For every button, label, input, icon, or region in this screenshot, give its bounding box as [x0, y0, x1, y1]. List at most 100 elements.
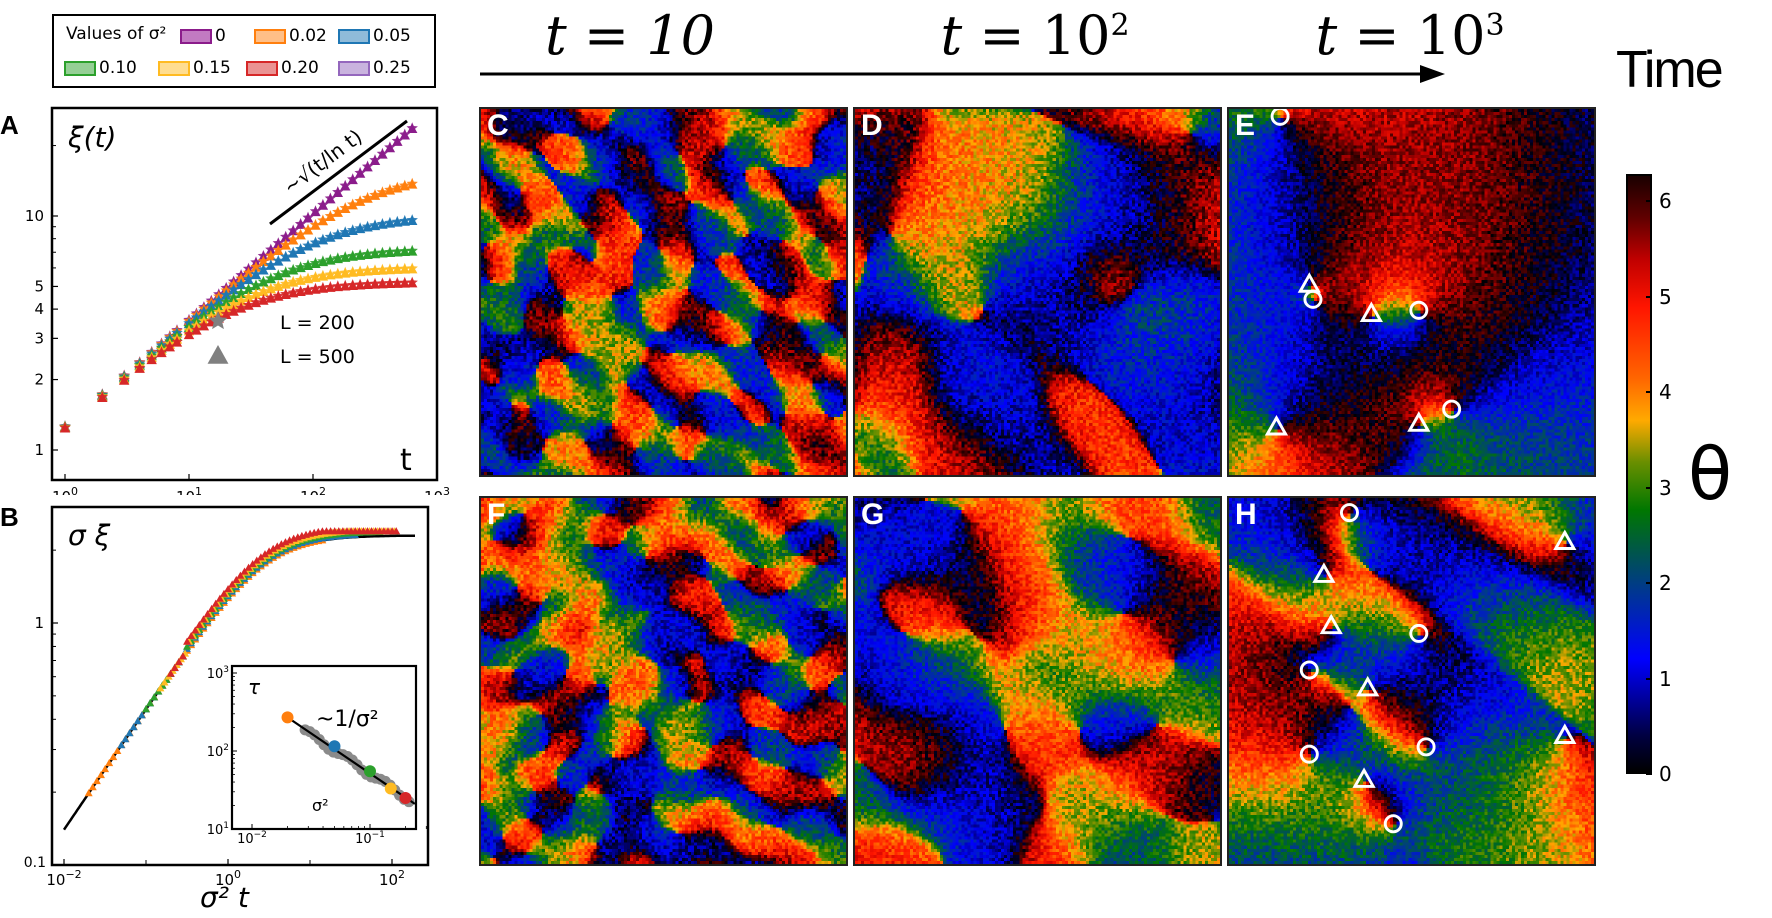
chart-b-ytick: 1 [34, 614, 44, 632]
inset-ytick: 103 [207, 665, 229, 682]
panel-letter-f: F [487, 498, 506, 531]
snapshot-panel-g: G [853, 496, 1222, 866]
chart-b-series-4 [166, 527, 401, 677]
colorbar-tick-mark [1646, 391, 1652, 394]
legend-swatch [158, 60, 190, 76]
colorbar-tick-mark [1646, 582, 1652, 584]
vortex-circle-marker [1409, 300, 1429, 320]
chart-a-xtick: 100 [52, 485, 78, 495]
chart-a-ytick: 1 [34, 441, 44, 459]
vortex-circle-marker [1442, 399, 1462, 419]
legend-swatch [338, 28, 370, 44]
snapshot-panel-d: D [853, 107, 1222, 477]
star-marker-icon [208, 311, 228, 330]
snapshot-panel-h: H [1227, 496, 1596, 866]
antivortex-triangle-marker [1312, 562, 1336, 583]
colorbar-tick-label: 5 [1659, 284, 1672, 309]
legend-entry-sigma-0: 0 [180, 26, 226, 46]
chart-b-title: σ ξ [68, 519, 111, 552]
chart-a-ytick: 3 [34, 329, 44, 347]
legend-entry-sigma-0-10: 0.10 [64, 58, 137, 78]
legend-swatch [338, 60, 370, 76]
snapshot-panel-f: F [479, 496, 848, 866]
legend-label: 0.02 [289, 26, 327, 46]
time-label-100: t = 102 [940, 4, 1130, 67]
inset-point [399, 791, 412, 804]
legend-entry-sigma-0-25: 0.25 [338, 58, 411, 78]
legend-title: Values of σ² [66, 24, 167, 44]
chart-a-ytick: 10 [25, 207, 44, 225]
colorbar-tick-label: 6 [1659, 189, 1672, 214]
legend-swatch [180, 28, 212, 44]
panel-letter-h: H [1235, 498, 1257, 531]
time-label-10: t = 10 [545, 4, 715, 67]
vortex-circle-marker [1416, 737, 1436, 757]
colorbar-tick-mark [1646, 295, 1652, 298]
legend-label: 0.10 [99, 58, 137, 78]
defect-markers-h [1299, 503, 1577, 834]
inset-ytick: 102 [207, 743, 229, 760]
vortex-circle-marker [1383, 814, 1403, 834]
chart-a-xtick: 102 [300, 485, 326, 495]
legend-label: 0.20 [281, 58, 319, 78]
chart-a-frame [50, 106, 439, 482]
chart-b-xtick: 102 [379, 868, 405, 889]
sigma-legend: Values of σ² 0 0.02 0.05 0.10 0.15 0.20 0.25 [52, 14, 436, 88]
vortex-circle-marker [1270, 109, 1290, 126]
colorbar-tick-label: 1 [1659, 666, 1672, 691]
time-arrow-label: Time [1616, 41, 1724, 99]
legend-label: 0.05 [373, 26, 411, 46]
inset-point [281, 711, 294, 724]
panel-letter-c: C [487, 109, 509, 142]
antivortex-triangle-marker [1297, 272, 1321, 293]
antivortex-triangle-marker [1352, 767, 1376, 788]
vortex-circle-marker [1299, 660, 1319, 680]
chart-a-ytick: 4 [34, 300, 44, 318]
vortex-circle-marker [1299, 744, 1319, 764]
colorbar-label: θ [1688, 432, 1733, 516]
vortex-circle-marker [1303, 289, 1323, 309]
triangle-marker-icon [207, 345, 229, 364]
antivortex-triangle-marker [1553, 529, 1577, 550]
panel-letter-d: D [861, 109, 883, 142]
legend-label: 0 [215, 26, 226, 46]
marker-legend-l200: L = 200 [280, 312, 355, 334]
legend-entry-sigma-0-05: 0.05 [338, 26, 411, 46]
inset-ytick: 101 [207, 821, 229, 838]
legend-label: 0.25 [373, 58, 411, 78]
chart-a-xtick: 101 [176, 485, 202, 495]
vortex-circle-marker [1339, 503, 1359, 523]
antivortex-triangle-marker [1407, 411, 1431, 432]
chart-a-title: ξ(t) [67, 121, 116, 154]
inset-point [384, 782, 397, 795]
chart-b-frame [50, 505, 430, 867]
inset-ylabel: τ [248, 675, 261, 699]
chart-a-series-2 [59, 214, 418, 432]
legend-swatch [254, 28, 286, 44]
snapshot-panel-c: C [479, 107, 848, 477]
defect-markers-e [1264, 109, 1462, 436]
legend-entry-sigma-0-02: 0.02 [254, 26, 327, 46]
chart-b-xtick: 10−2 [46, 868, 81, 889]
colorbar-tick-label: 2 [1659, 571, 1672, 595]
inset-point [364, 765, 376, 778]
legend-swatch [64, 60, 96, 76]
colorbar-tick-mark [1646, 677, 1652, 680]
legend-entry-sigma-0-20: 0.20 [246, 58, 319, 78]
antivortex-triangle-marker [1553, 723, 1577, 744]
colorbar-tick-label: 4 [1659, 380, 1672, 405]
time-arrow [480, 65, 1445, 83]
colorbar-tick-mark [1646, 200, 1652, 203]
inset-point [328, 740, 341, 753]
legend-swatch [246, 60, 278, 76]
chart-a-xtick: 103 [424, 485, 450, 495]
antivortex-triangle-marker [1356, 675, 1380, 697]
snapshot-panel-e: E [1227, 107, 1596, 477]
colorbar-tick-mark [1646, 486, 1652, 489]
legend-entry-sigma-0-15: 0.15 [158, 58, 231, 78]
chart-a-ytick: 5 [34, 277, 44, 295]
antivortex-triangle-marker [1264, 414, 1289, 436]
colorbar-tick-label: 3 [1659, 475, 1672, 500]
chart-b-ytick: 0.1 [24, 855, 46, 871]
